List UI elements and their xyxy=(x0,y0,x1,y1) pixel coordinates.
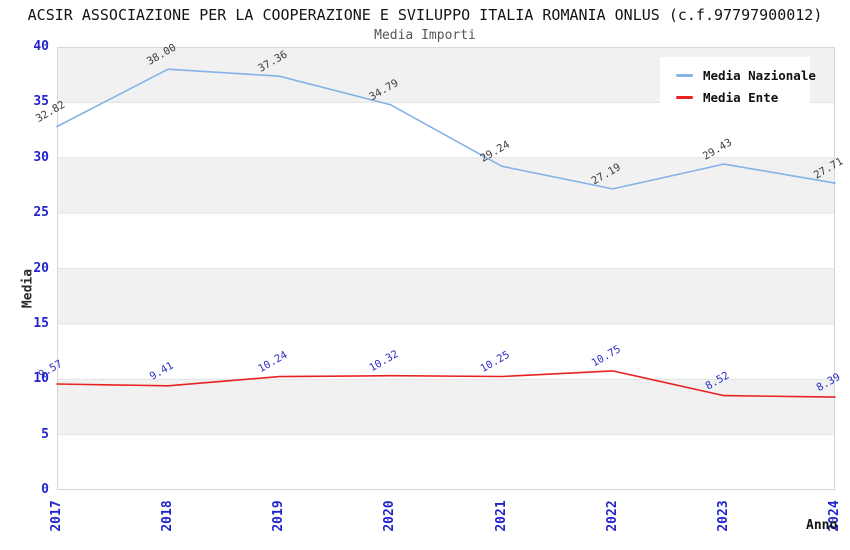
series-line-0 xyxy=(56,68,836,190)
point-label: 10.25 xyxy=(478,349,511,375)
x-tick-2021: 2021 xyxy=(493,500,509,532)
point-label: 10.32 xyxy=(367,348,400,374)
x-tick-2018: 2018 xyxy=(160,500,176,532)
line-swatch-media-ente-icon xyxy=(676,95,693,99)
y-tick-label: 0 xyxy=(41,482,49,497)
legend: Media Nazionale Media Ente xyxy=(660,57,816,115)
y-tick-label: 35 xyxy=(33,94,49,110)
chart-title: ACSIR ASSOCIAZIONE PER LA COOPERAZIONE E… xyxy=(27,6,823,24)
x-tick-2022: 2022 xyxy=(604,500,620,532)
x-tick-2017: 2017 xyxy=(49,500,64,532)
point-label: 10.24 xyxy=(256,349,289,375)
y-tick-label: 5 xyxy=(41,426,49,442)
chart-subtitle: Media Importi xyxy=(374,28,476,43)
x-tick-2023: 2023 xyxy=(715,500,731,532)
legend-label: Media Nazionale xyxy=(703,67,816,83)
y-tick-label: 30 xyxy=(33,149,49,165)
y-tick-label: 10 xyxy=(33,371,49,387)
legend-item-media-nazionale: Media Nazionale xyxy=(676,64,816,86)
y-tick-label: 40 xyxy=(33,39,49,54)
legend-label: Media Ente xyxy=(703,89,779,105)
x-tick-2019: 2019 xyxy=(271,500,287,532)
x-tick-2020: 2020 xyxy=(382,500,398,532)
grid-band xyxy=(57,157,835,214)
y-tick-label: 15 xyxy=(33,315,49,331)
plot-area: 32.82 38.00 37.36 34.79 29.24 27.19 29.43 27.71… xyxy=(34,42,845,490)
point-label: 10.75 xyxy=(590,343,623,369)
legend-item-media-ente: Media Ente xyxy=(676,86,800,108)
y-tick-label: 20 xyxy=(33,260,49,276)
grid-band xyxy=(57,379,835,435)
plot-border xyxy=(57,47,835,490)
grid-band xyxy=(57,268,835,324)
y-tick-label: 25 xyxy=(33,205,49,221)
series-line-1 xyxy=(56,370,836,398)
x-axis-title: Anno xyxy=(806,518,838,533)
line-swatch-media-nazionale-icon xyxy=(676,73,693,77)
